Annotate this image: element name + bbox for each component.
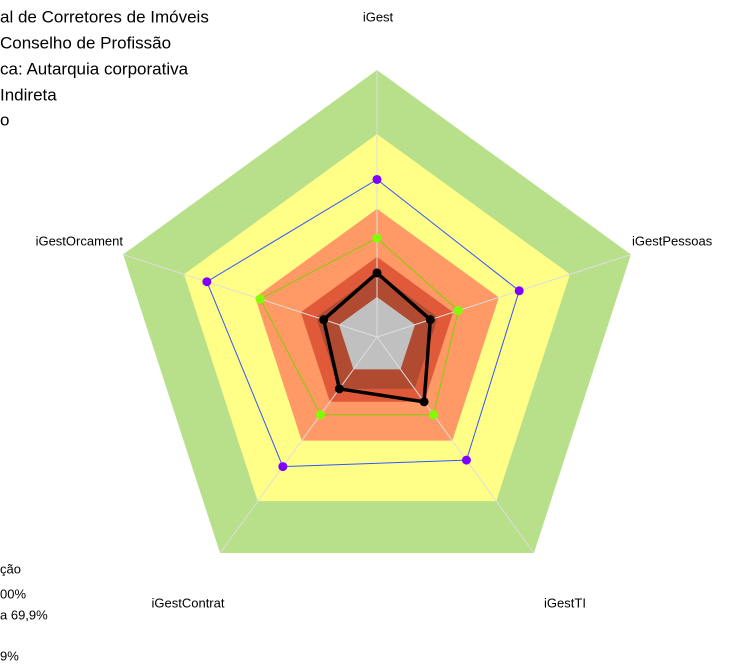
info-line: Conselho de Profissão (0, 33, 171, 52)
point (372, 233, 382, 243)
spoke (219, 336, 378, 554)
info-line: Indireta (0, 85, 57, 104)
point (428, 410, 438, 420)
axis-label: iGest (363, 9, 394, 24)
legend-text: ção (0, 561, 21, 576)
point (278, 462, 288, 472)
legend-text: 00% (0, 586, 26, 601)
spoke (376, 254, 632, 338)
point (319, 315, 329, 325)
point (453, 306, 463, 316)
series-line (321, 270, 433, 404)
axis-label: iGestContrat (152, 595, 225, 610)
point (316, 410, 326, 420)
point (202, 277, 212, 287)
point (255, 294, 265, 304)
info-line: ca: Autarquia corporativa (0, 59, 189, 78)
series-line (206, 178, 520, 468)
point (334, 384, 344, 394)
legend-text: 9% (0, 648, 19, 663)
spoke (376, 336, 535, 554)
axis-label: iGestPessoas (632, 233, 713, 248)
axis-label: iGestOrcament (36, 233, 124, 248)
info-line: o (0, 110, 9, 129)
point (514, 286, 524, 296)
point (425, 315, 435, 325)
axis-label: iGestTI (544, 595, 586, 610)
point (461, 455, 471, 465)
point (372, 174, 382, 184)
spoke (122, 254, 378, 338)
point (419, 397, 429, 407)
series-line (259, 237, 459, 416)
point (372, 268, 382, 278)
info-line: al de Corretores de Imóveis (0, 7, 209, 26)
legend-text: a 69,9% (0, 607, 48, 622)
